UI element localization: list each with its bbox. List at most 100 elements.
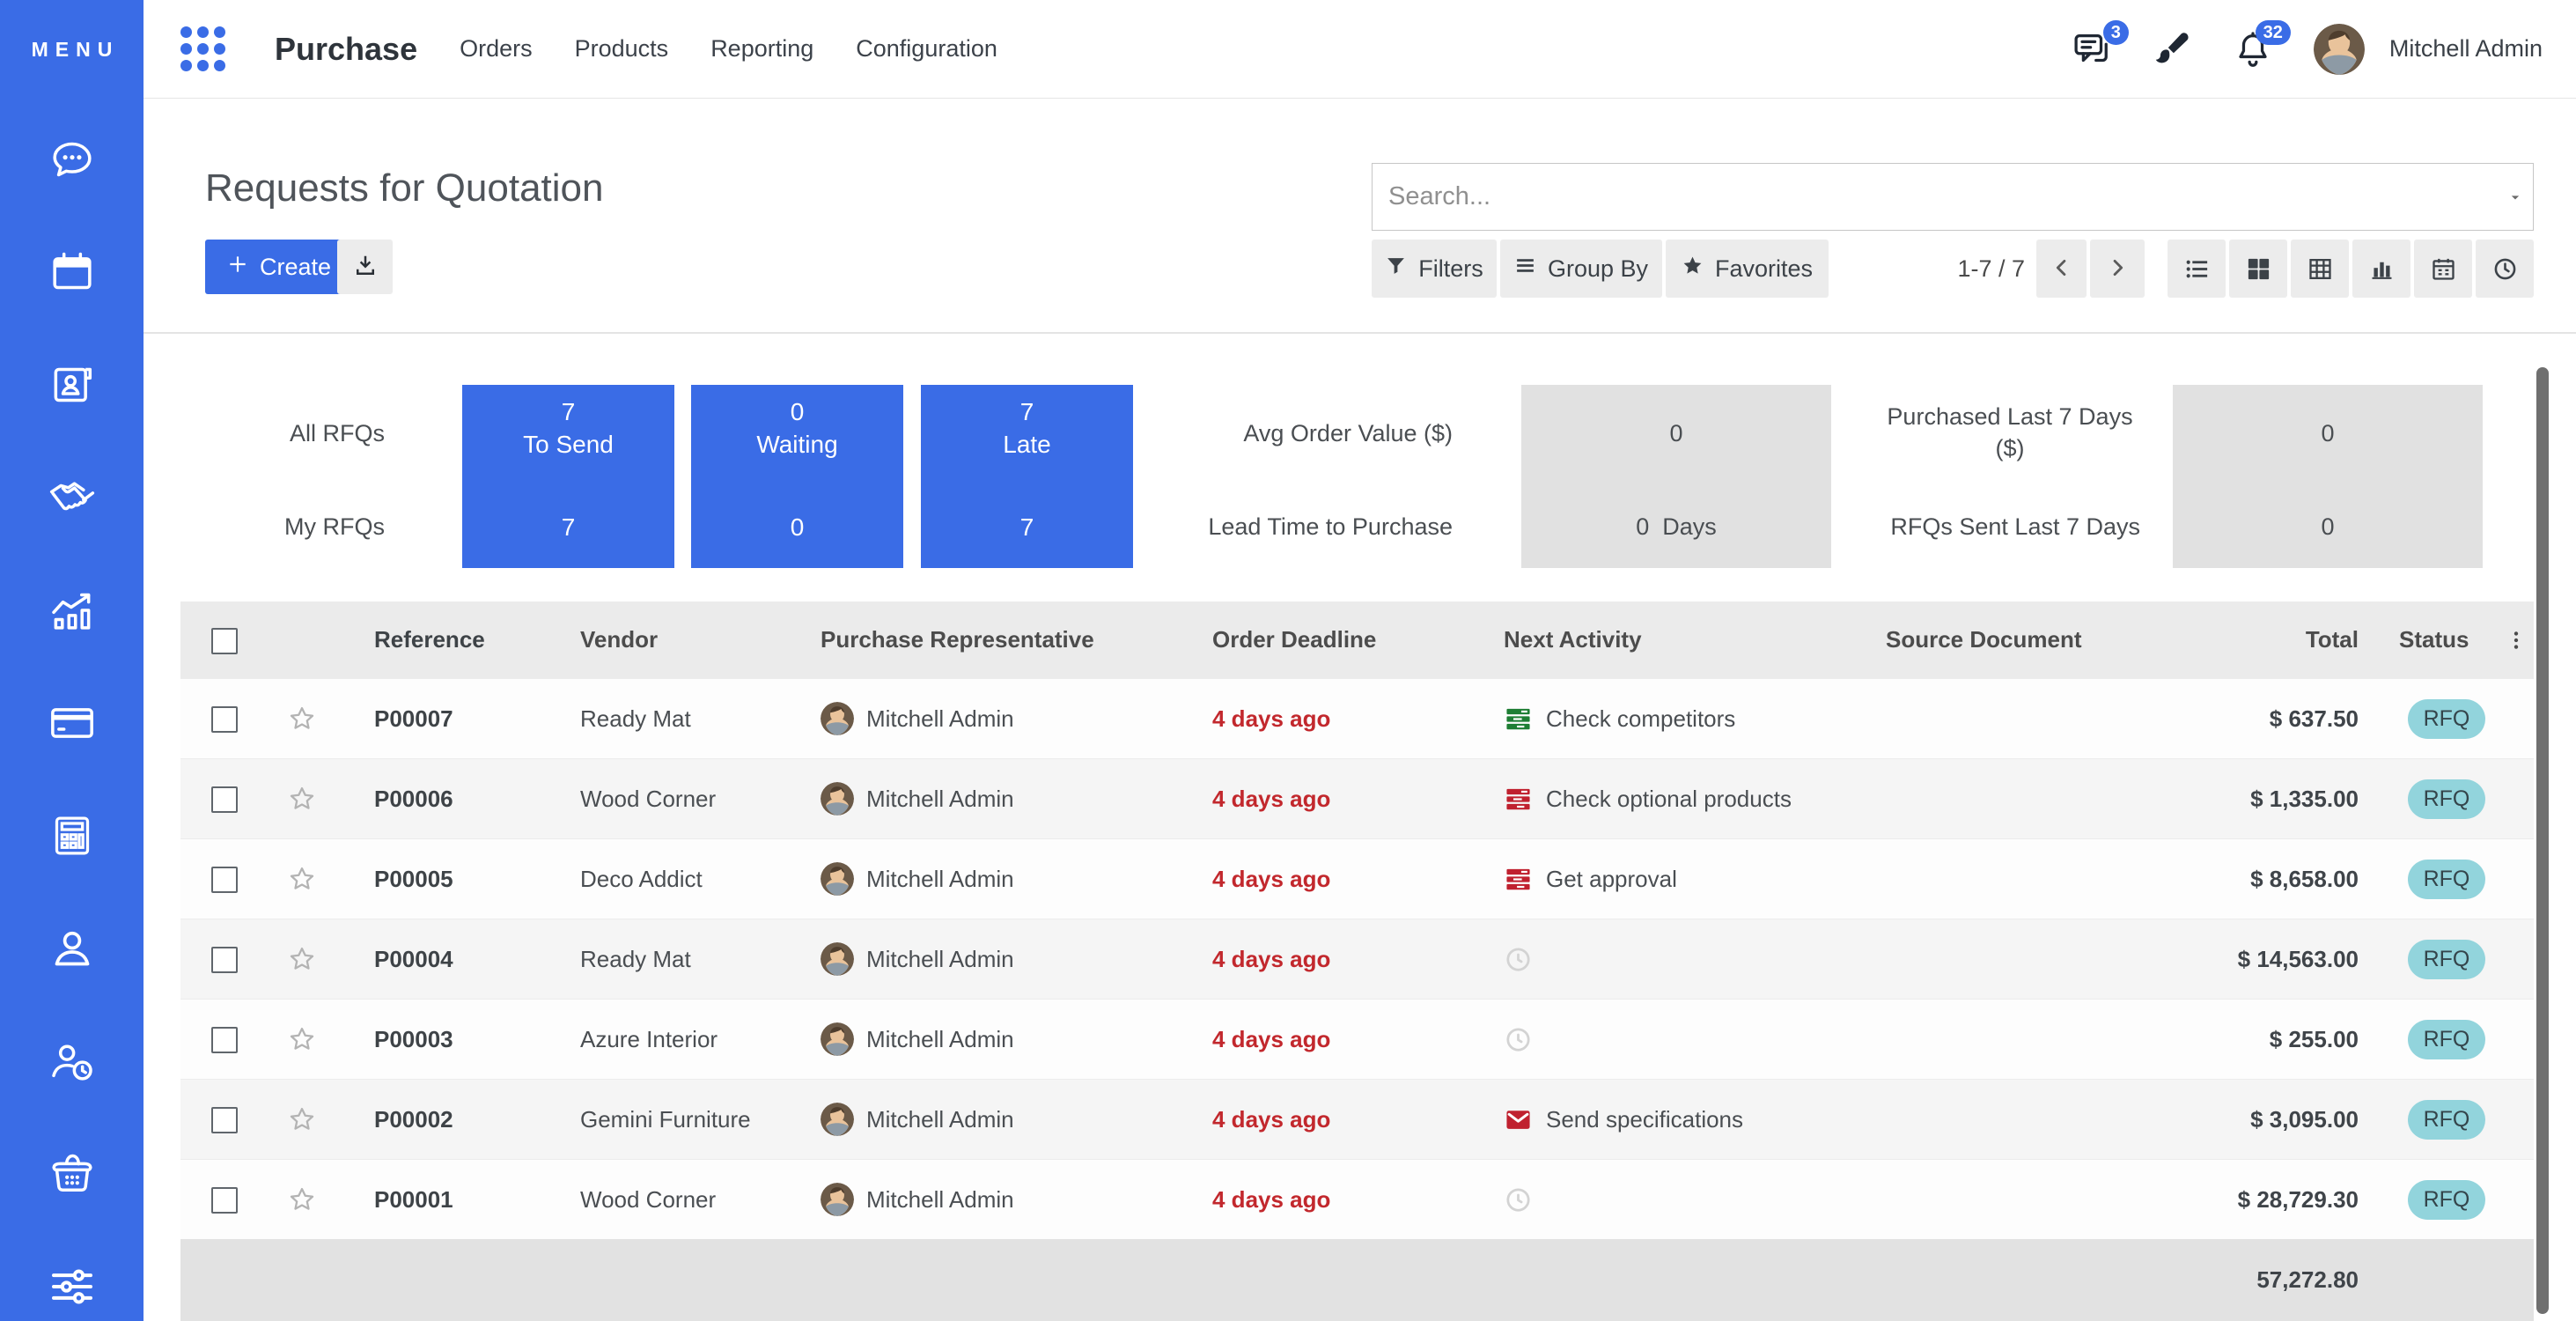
table-row[interactable]: P00006 Wood Corner Mitchell Admin 4 days ag…	[180, 758, 2534, 838]
tasks-red-icon[interactable]	[1504, 785, 1533, 814]
calendar-icon[interactable]	[48, 247, 97, 297]
view-activity-button[interactable]	[2476, 240, 2534, 298]
purchase-basket-icon[interactable]	[48, 1149, 97, 1199]
view-list-button[interactable]	[2168, 240, 2226, 298]
rep-name: Mitchell Admin	[866, 705, 1014, 732]
purchased-last-7-days-label[interactable]: Purchased Last 7 Days ($)	[1887, 403, 2133, 461]
pager-next-button[interactable]	[2090, 240, 2145, 298]
favorite-star-icon[interactable]	[269, 1184, 335, 1214]
export-button[interactable]	[337, 240, 393, 294]
search-input[interactable]	[1373, 182, 2506, 211]
status-cell: RFQ	[2373, 939, 2505, 979]
employee-icon[interactable]	[48, 924, 97, 973]
favorite-star-icon[interactable]	[269, 1104, 335, 1134]
row-select-cell	[180, 1025, 269, 1054]
tasks-red-icon[interactable]	[1504, 865, 1533, 894]
messages-button[interactable]: 3	[2071, 19, 2129, 70]
favorites-button[interactable]: Favorites	[1666, 240, 1829, 298]
time-off-icon[interactable]	[48, 1037, 97, 1086]
menu-products[interactable]: Products	[574, 35, 669, 62]
status-badge: RFQ	[2408, 1019, 2485, 1059]
view-graph-button[interactable]	[2352, 240, 2410, 298]
kpi-tile-last-7-days[interactable]: 0 0	[2173, 385, 2483, 568]
settings-sliders-icon[interactable]	[48, 1262, 97, 1311]
avg-order-value-label[interactable]: Avg Order Value ($)	[1243, 420, 1453, 446]
column-header-status[interactable]: Status	[2399, 626, 2469, 653]
activities-button[interactable]: 32	[2233, 19, 2291, 70]
view-kanban-button[interactable]	[2229, 240, 2287, 298]
favorite-star-icon[interactable]	[269, 784, 335, 814]
total-cell: $ 14,563.00	[2237, 945, 2359, 972]
credit-card-icon[interactable]	[48, 698, 97, 748]
chevron-right-icon	[2105, 255, 2130, 283]
representative-cell: Mitchell Admin	[779, 1103, 1171, 1136]
search-caret-icon[interactable]	[2506, 188, 2524, 206]
page-title: Requests for Quotation	[205, 166, 604, 210]
rfqs-sent-last-7-days-label[interactable]: RFQs Sent Last 7 Days	[1890, 513, 2140, 540]
favorite-star-icon[interactable]	[269, 1024, 335, 1054]
kpi-tile-to-send[interactable]: 7 To Send 7	[462, 385, 674, 568]
debug-brush-button[interactable]	[2152, 29, 2192, 70]
group-by-button[interactable]: Group By	[1500, 240, 1662, 298]
menu-configuration[interactable]: Configuration	[856, 35, 997, 62]
menu-orders[interactable]: Orders	[460, 35, 533, 62]
row-checkbox[interactable]	[211, 706, 238, 734]
row-checkbox[interactable]	[211, 1107, 238, 1134]
menu-reporting[interactable]: Reporting	[710, 35, 814, 62]
table-row[interactable]: P00007 Ready Mat Mitchell Admin 4 days ago C…	[180, 678, 2534, 758]
optional-columns-button[interactable]	[2505, 629, 2534, 652]
column-header-representative[interactable]: Purchase Representative	[821, 626, 1094, 653]
apps-menu-icon[interactable]	[180, 26, 225, 71]
user-avatar[interactable]	[2313, 23, 2365, 75]
kpi-tile-waiting[interactable]: 0 Waiting 0	[691, 385, 903, 568]
table-row[interactable]: P00005 Deco Addict Mitchell Admin 4 days ag…	[180, 838, 2534, 919]
favorite-star-icon[interactable]	[269, 864, 335, 894]
contacts-icon[interactable]	[48, 360, 97, 410]
column-header-deadline[interactable]: Order Deadline	[1212, 626, 1377, 653]
kpi-label: Late	[1003, 431, 1051, 458]
row-checkbox[interactable]	[211, 1027, 238, 1054]
row-checkbox[interactable]	[211, 1187, 238, 1214]
all-rfqs-link[interactable]: All RFQs	[290, 420, 385, 446]
column-header-reference[interactable]: Reference	[374, 626, 485, 653]
top-navbar: Purchase Orders Products Reporting Configur…	[144, 0, 2576, 99]
tasks-green-icon[interactable]	[1504, 705, 1533, 734]
row-checkbox[interactable]	[211, 867, 238, 894]
pager-previous-button[interactable]	[2036, 240, 2087, 298]
column-header-total[interactable]: Total	[2305, 626, 2359, 653]
handshake-icon[interactable]	[48, 473, 97, 522]
view-pivot-button[interactable]	[2291, 240, 2349, 298]
app-name[interactable]: Purchase	[275, 30, 418, 67]
vendor-cell: Ready Mat	[580, 705, 691, 732]
table-row[interactable]: P00001 Wood Corner Mitchell Admin 4 days ag…	[180, 1159, 2534, 1239]
column-header-source[interactable]: Source Document	[1886, 626, 2082, 653]
messages-icon[interactable]	[48, 135, 97, 184]
kpi-tile-avg-lead[interactable]: 0 0 Days	[1521, 385, 1831, 568]
row-checkbox[interactable]	[211, 786, 238, 814]
my-rfqs-link[interactable]: My RFQs	[284, 513, 385, 540]
lead-time-label[interactable]: Lead Time to Purchase	[1208, 513, 1453, 540]
envelope-red-icon[interactable]	[1504, 1105, 1533, 1134]
clock-icon[interactable]	[1504, 945, 1533, 974]
favorite-star-icon[interactable]	[269, 944, 335, 974]
table-row[interactable]: P00002 Gemini Furniture Mitchell Admin 4 da…	[180, 1079, 2534, 1159]
row-checkbox[interactable]	[211, 947, 238, 974]
menu-toggle[interactable]: MENU	[31, 37, 120, 61]
filters-button[interactable]: Filters	[1372, 240, 1497, 298]
clock-icon[interactable]	[1504, 1185, 1533, 1214]
select-all-checkbox[interactable]	[211, 627, 238, 654]
user-menu[interactable]: Mitchell Admin	[2388, 35, 2543, 62]
sales-chart-icon[interactable]	[48, 586, 97, 635]
table-row[interactable]: P00003 Azure Interior Mitchell Admin 4 days…	[180, 999, 2534, 1079]
calculator-icon[interactable]	[48, 811, 97, 860]
kpi-tile-late[interactable]: 7 Late 7	[921, 385, 1133, 568]
row-select-cell	[180, 945, 269, 974]
create-button[interactable]: Create	[205, 240, 353, 294]
view-calendar-button[interactable]	[2414, 240, 2472, 298]
table-row[interactable]: P00004 Ready Mat Mitchell Admin 4 days ago $…	[180, 919, 2534, 999]
column-header-activity[interactable]: Next Activity	[1504, 626, 1642, 653]
column-header-vendor[interactable]: Vendor	[580, 626, 659, 653]
clock-icon[interactable]	[1504, 1025, 1533, 1054]
vertical-scrollbar[interactable]	[2536, 367, 2549, 1314]
favorite-star-icon[interactable]	[269, 704, 335, 734]
